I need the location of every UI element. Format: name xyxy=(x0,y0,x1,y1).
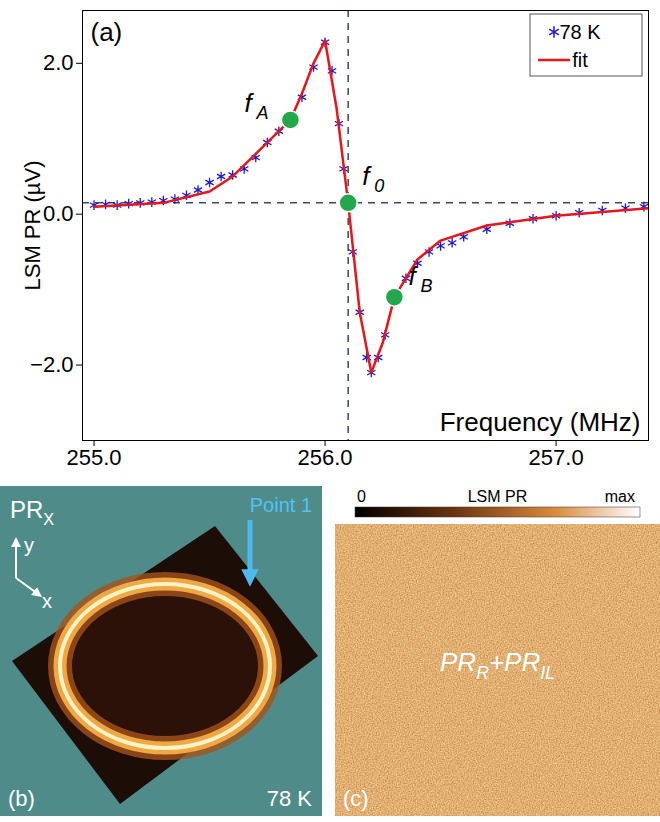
svg-text:fit: fit xyxy=(572,49,588,71)
svg-text:A: A xyxy=(255,103,268,123)
svg-text:257.0: 257.0 xyxy=(529,445,584,470)
svg-text:PRX: PRX xyxy=(10,496,54,528)
svg-text:(c): (c) xyxy=(343,786,369,811)
svg-text:Point 1: Point 1 xyxy=(250,494,312,516)
svg-text:−2.0: −2.0 xyxy=(30,352,73,377)
svg-text:y: y xyxy=(24,534,34,556)
svg-text:0: 0 xyxy=(357,488,366,505)
svg-text:x: x xyxy=(42,590,52,612)
svg-text:B: B xyxy=(420,276,432,296)
svg-text:(a): (a) xyxy=(91,17,123,47)
svg-text:255.0: 255.0 xyxy=(67,445,122,470)
svg-text:0.0: 0.0 xyxy=(43,201,74,226)
svg-text:f: f xyxy=(408,261,418,291)
svg-text:256.0: 256.0 xyxy=(298,445,353,470)
svg-text:0: 0 xyxy=(374,176,384,196)
svg-text:(b): (b) xyxy=(8,786,35,811)
svg-text:f: f xyxy=(362,161,372,191)
svg-text:Frequency (MHz): Frequency (MHz) xyxy=(440,407,641,437)
svg-text:LSM PR (µV): LSM PR (µV) xyxy=(20,160,45,290)
svg-text:PRR+PRIL: PRR+PRIL xyxy=(440,647,555,683)
svg-text:78 K: 78 K xyxy=(267,786,313,811)
svg-text:2.0: 2.0 xyxy=(43,50,74,75)
svg-text:78 K: 78 K xyxy=(559,21,601,43)
svg-text:max: max xyxy=(605,488,635,505)
svg-text:LSM PR: LSM PR xyxy=(468,488,528,505)
svg-text:f: f xyxy=(244,88,254,118)
